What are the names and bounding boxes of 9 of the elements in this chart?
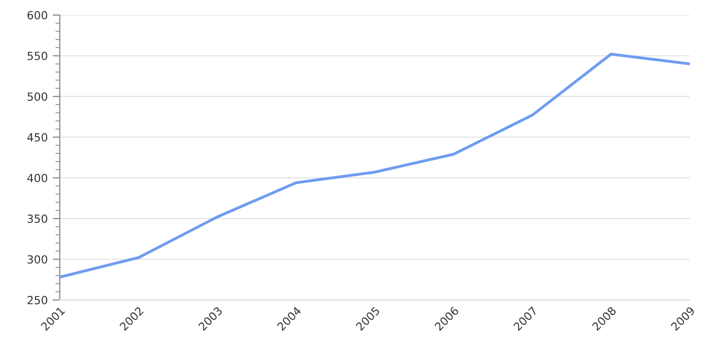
y-tick-label: 500 — [28, 92, 48, 101]
y-tick-label: 450 — [27, 133, 48, 142]
y-tick-label: 550 — [28, 52, 48, 60]
line-series — [60, 52, 690, 279]
y-tick-label: 400 — [27, 174, 48, 182]
y-tick-label: 250 — [28, 296, 48, 304]
y-tick-label: 350 — [28, 214, 48, 223]
y-tick-label: 600 — [28, 11, 48, 20]
y-tick-label: 300 — [28, 255, 48, 264]
